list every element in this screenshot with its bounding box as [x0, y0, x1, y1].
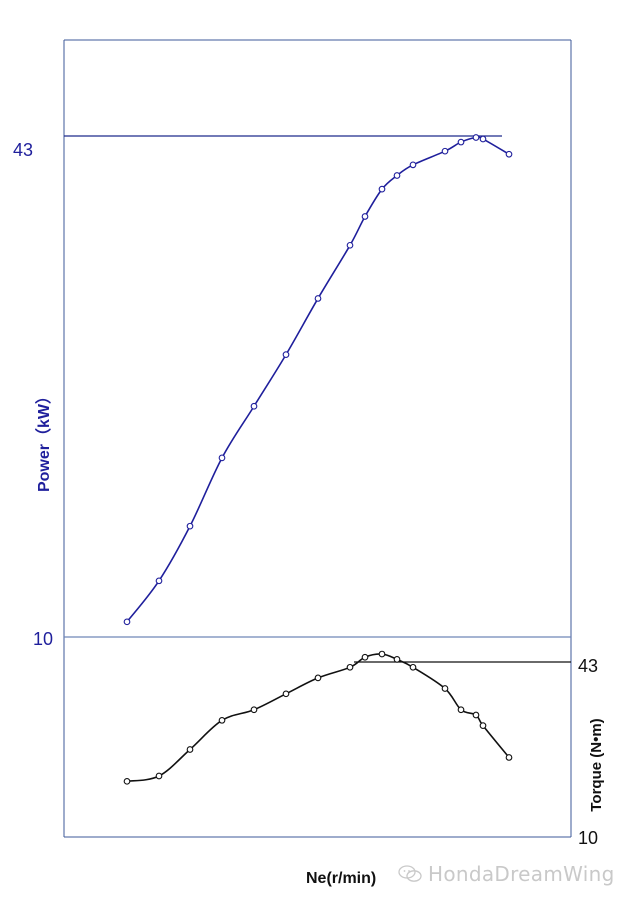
power-point-6	[282, 351, 290, 358]
power-line	[126, 136, 510, 623]
torque-point-10	[378, 650, 386, 658]
power-point-4	[218, 454, 226, 462]
torque-tick-min: 10	[578, 828, 598, 848]
power-tick-min: 10	[33, 629, 53, 649]
power-point-15	[472, 134, 480, 141]
power-point-1	[123, 618, 131, 626]
torque-point-5	[250, 706, 258, 714]
power-point-11	[393, 172, 401, 179]
power-point-17	[505, 150, 513, 158]
power-point-12	[409, 161, 417, 169]
power-point-10	[378, 185, 386, 193]
torque-point-9	[361, 653, 369, 661]
power-series	[123, 134, 513, 626]
power-point-2	[155, 577, 163, 585]
wechat-icon	[398, 865, 422, 882]
watermark-text: HondaDreamWing	[428, 862, 615, 886]
power-tick-max: 43	[13, 140, 33, 160]
torque-point-6	[282, 690, 290, 698]
torque-point-16	[479, 722, 487, 729]
power-point-14	[457, 138, 465, 146]
torque-point-7	[314, 674, 322, 682]
power-point-7	[314, 295, 322, 302]
torque-point-12	[409, 663, 417, 671]
torque-point-8	[346, 663, 354, 671]
power-point-5	[250, 402, 258, 410]
torque-point-2	[155, 772, 163, 780]
torque-point-14	[457, 706, 465, 714]
torque-point-1	[123, 777, 131, 785]
torque-point-4	[218, 716, 226, 724]
torque-tick-max: 43	[578, 656, 598, 676]
torque-axis-label: Torque (N•m)	[588, 718, 605, 811]
power-point-9	[361, 213, 369, 220]
power-point-3	[186, 522, 194, 530]
plot-frame	[63, 39, 572, 838]
power-point-13	[441, 147, 449, 155]
torque-point-17	[505, 754, 513, 761]
torque-point-11	[393, 655, 401, 663]
x-axis-label: Ne(r/min)	[306, 870, 376, 887]
torque-point-3	[186, 746, 194, 753]
power-point-16	[479, 135, 487, 143]
torque-point-13	[441, 685, 449, 692]
watermark: HondaDreamWing	[398, 862, 615, 886]
power-point-8	[346, 241, 354, 249]
torque-line	[126, 653, 510, 783]
power-axis-label: Power（kW）	[35, 388, 53, 492]
torque-series	[123, 650, 513, 785]
torque-point-15	[472, 711, 480, 719]
